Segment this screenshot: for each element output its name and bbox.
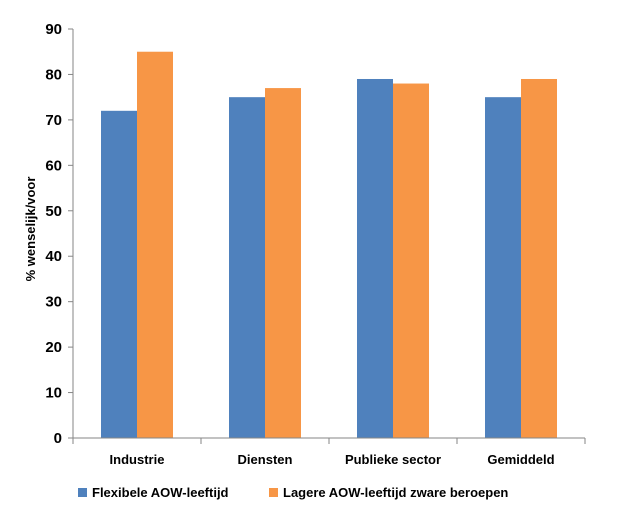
x-tick-label: Publieke sector [345, 452, 441, 467]
bar-flexibele-gemiddeld [485, 97, 521, 439]
legend-swatch [78, 488, 87, 497]
legend-label: Lagere AOW-leeftijd zware beroepen [283, 485, 508, 500]
bar-lagere-gemiddeld [521, 78, 557, 438]
y-tick-label: 50 [45, 203, 62, 220]
bar-lagere-industrie [137, 51, 173, 438]
y-tick-label: 0 [54, 430, 62, 447]
legend: Flexibele AOW-leeftijd Lagere AOW-leeftij… [78, 485, 508, 500]
legend-swatch [269, 488, 278, 497]
y-tick-label: 40 [45, 248, 62, 265]
legend-label: Flexibele AOW-leeftijd [92, 485, 229, 500]
y-tick-label: 60 [45, 157, 62, 174]
y-tick-label: 20 [45, 339, 62, 356]
bar-flexibele-diensten [229, 97, 265, 439]
bar-flexibele-publieke-sector [357, 78, 393, 438]
bars [101, 51, 557, 439]
x-tick-label: Diensten [238, 452, 293, 467]
bar-lagere-publieke-sector [393, 83, 429, 439]
axes [72, 29, 586, 444]
y-tick-label: 70 [45, 112, 62, 129]
x-tick-label: Gemiddeld [487, 452, 554, 467]
y-axis-label: % wenselijk/voor [23, 177, 38, 282]
y-tick-label: 90 [45, 21, 62, 38]
y-axis-ticks: 0 10 20 30 40 50 60 70 80 90 [45, 21, 73, 447]
y-tick-label: 80 [45, 66, 62, 83]
x-tick-label: Industrie [110, 452, 165, 467]
bar-lagere-diensten [265, 88, 301, 439]
y-tick-label: 30 [45, 294, 62, 311]
x-axis-labels: Industrie Diensten Publieke sector Gemiddel… [110, 452, 555, 467]
y-tick-label: 10 [45, 385, 62, 402]
bar-flexibele-industrie [101, 110, 137, 439]
